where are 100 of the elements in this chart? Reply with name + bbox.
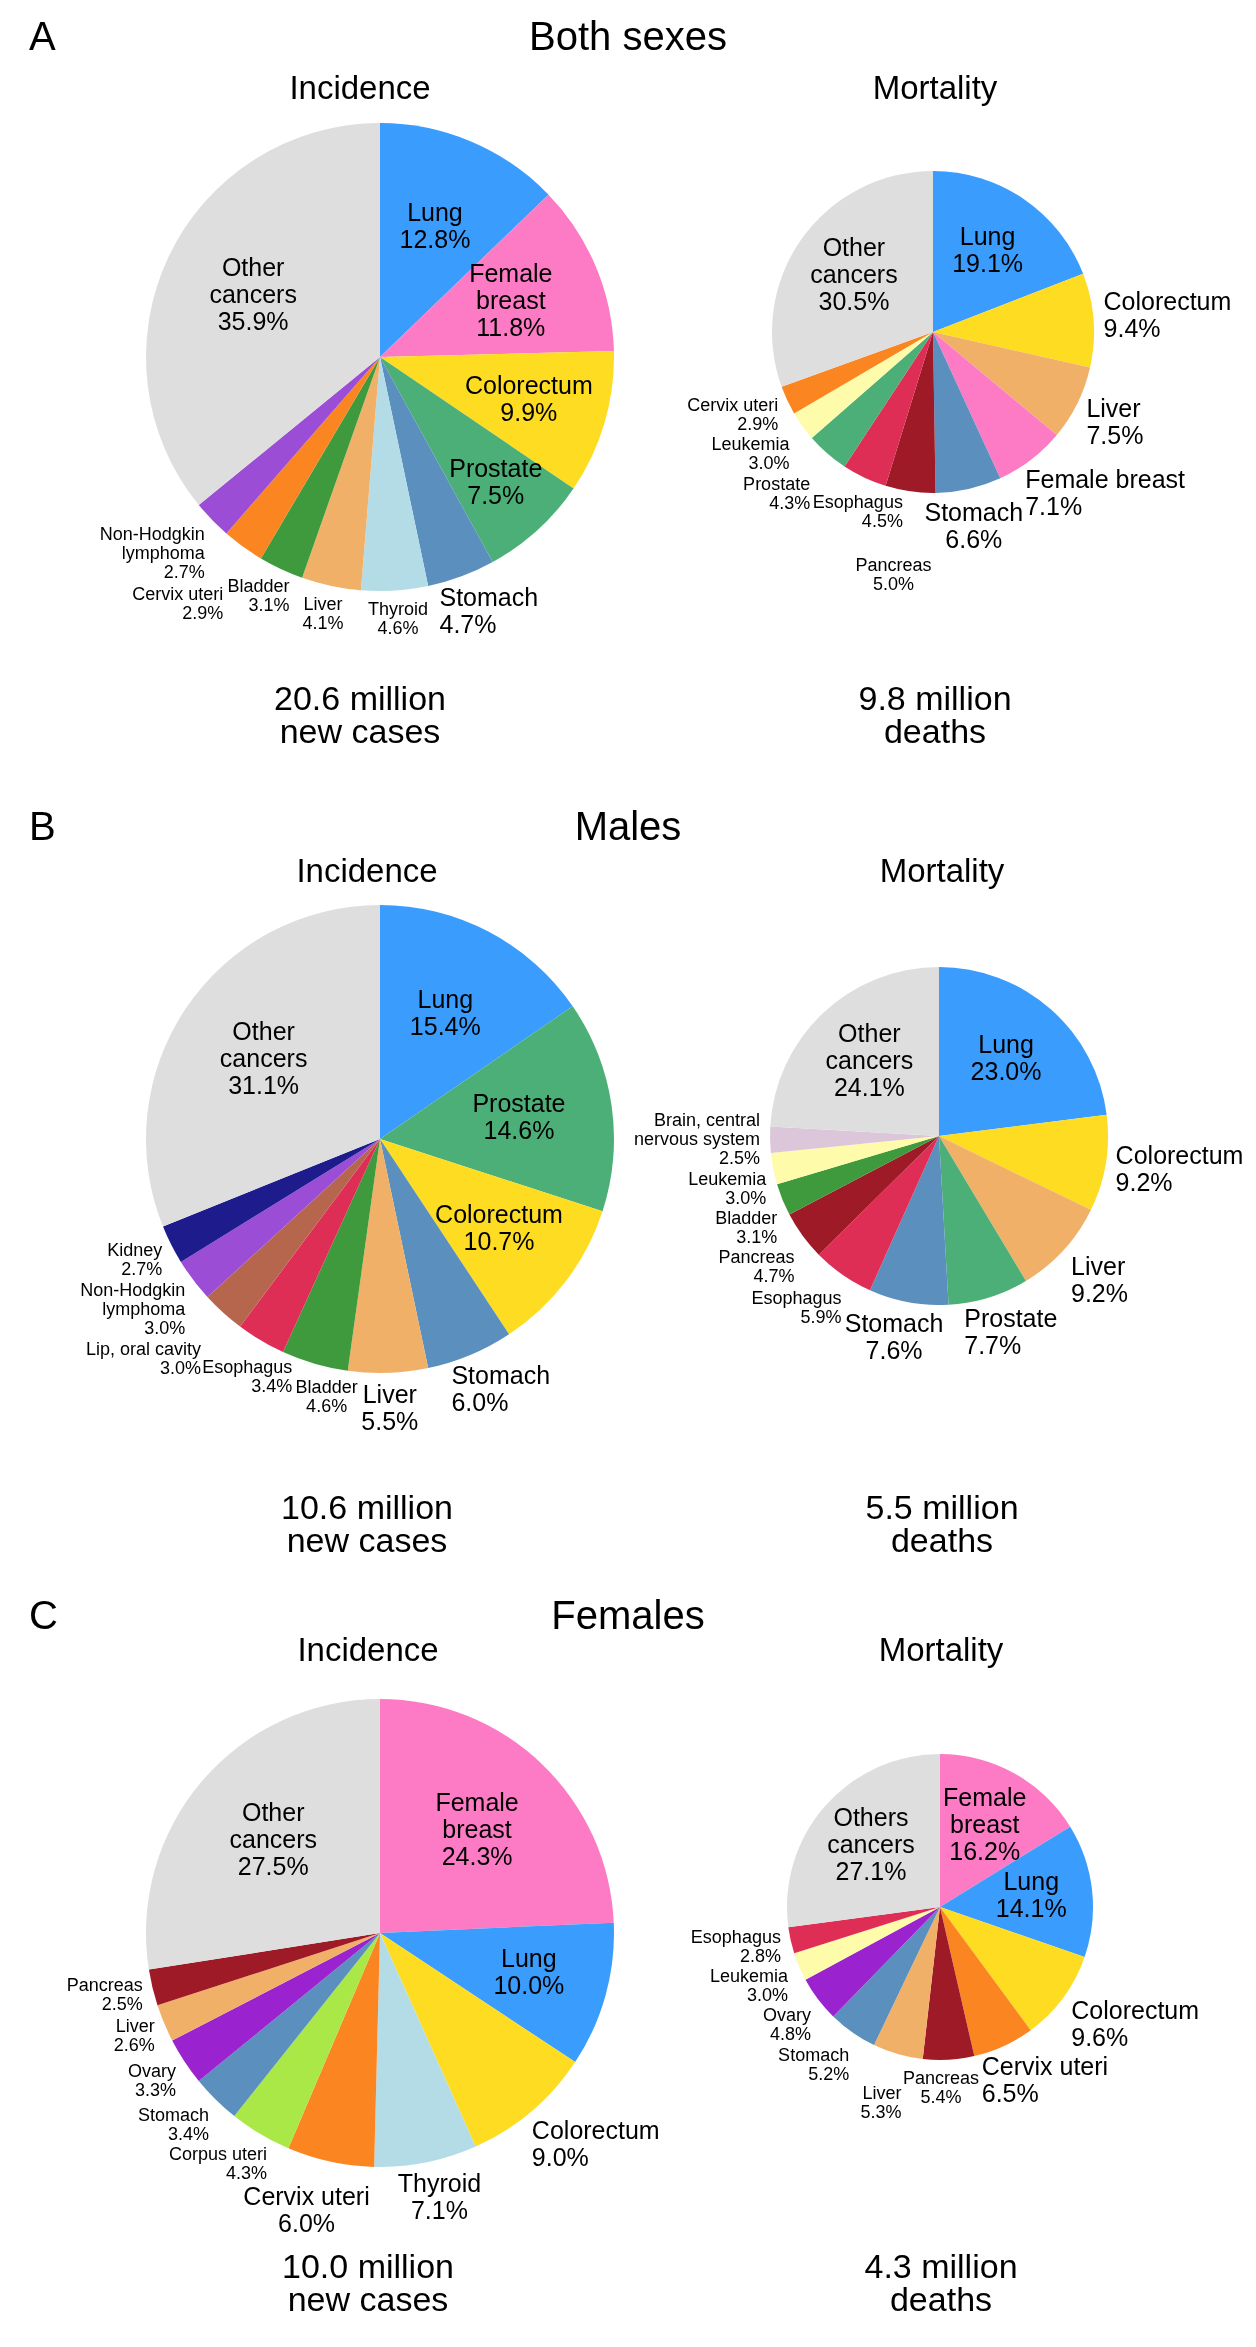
pie-slice bbox=[939, 967, 1107, 1136]
pie-slice bbox=[288, 1933, 380, 2167]
pie-slice bbox=[380, 1699, 614, 1933]
text: Females bbox=[551, 1592, 705, 1637]
pie-slice bbox=[933, 171, 1084, 332]
slice-label: Corpus uteri bbox=[168, 2144, 267, 2165]
data-label: 11.8% bbox=[476, 312, 546, 341]
slice-label: Esophagus bbox=[690, 1927, 781, 1948]
slice-label: Lip, oral cavity bbox=[86, 1338, 202, 1359]
slice-label: Thyroid bbox=[397, 2169, 482, 2198]
slice-label: Stomach bbox=[439, 582, 539, 611]
pie-slice bbox=[146, 123, 380, 506]
data-label: 7.5% bbox=[1086, 421, 1144, 450]
pie-slice bbox=[302, 357, 380, 591]
data-label: 9.9% bbox=[500, 397, 558, 426]
text: 20.6 million new cases bbox=[274, 679, 446, 751]
slice-label: Colorectum bbox=[1103, 286, 1232, 315]
slice-label: Lung bbox=[959, 222, 1016, 251]
text: 10.0 million new cases bbox=[282, 2247, 454, 2319]
text: A bbox=[29, 13, 56, 58]
pie-slice bbox=[873, 1907, 940, 2060]
pie-slice bbox=[148, 1933, 380, 2006]
slice-label: Ovary bbox=[763, 2005, 812, 2026]
pie-slice bbox=[794, 332, 933, 438]
pie-slice bbox=[157, 1933, 380, 2041]
data-label: 7.6% bbox=[865, 1336, 923, 1365]
pie-slice bbox=[781, 332, 933, 414]
slice-label: Pancreas bbox=[66, 1975, 143, 1996]
slice-label: Others cancers bbox=[827, 1803, 915, 1859]
pie-slice bbox=[380, 905, 573, 1139]
data-label: 3.0% bbox=[144, 1317, 186, 1338]
data-label: 4.7% bbox=[753, 1266, 795, 1287]
pie-slice bbox=[777, 1136, 939, 1215]
data-label: 3.4% bbox=[251, 1376, 293, 1397]
slice-label: Colorectum bbox=[531, 2116, 660, 2145]
text: Both sexes bbox=[529, 13, 727, 58]
text: 5.5 million deaths bbox=[865, 1488, 1019, 1560]
pie-slice bbox=[207, 1139, 380, 1327]
slice-label: Colorectum bbox=[464, 370, 593, 399]
data-label: 2.5% bbox=[719, 1148, 761, 1169]
data-label: 4.3% bbox=[225, 2163, 267, 2184]
pie-slice bbox=[788, 1907, 940, 1954]
slice-label: Liver bbox=[303, 593, 343, 614]
slice-label: Brain, central nervous system bbox=[634, 1110, 761, 1150]
pie-slice bbox=[844, 332, 933, 486]
data-label: 2.6% bbox=[113, 2035, 155, 2056]
slice-label: Female breast bbox=[435, 1788, 519, 1844]
slice-label: Cervix uteri bbox=[132, 583, 224, 604]
data-label: 10.0% bbox=[493, 1971, 565, 2000]
pie-slice bbox=[374, 1933, 476, 2167]
chart-title: Mortality bbox=[879, 851, 1005, 889]
slice-label: Pancreas bbox=[855, 554, 932, 575]
slice-label: Esophagus bbox=[751, 1287, 842, 1308]
data-label: 14.6% bbox=[483, 1115, 555, 1144]
slice-label: Thyroid bbox=[367, 598, 428, 619]
text: B bbox=[29, 803, 56, 848]
data-label: 3.0% bbox=[747, 1985, 789, 2006]
data-label: 5.3% bbox=[860, 2101, 902, 2122]
slice-label: Stomach bbox=[451, 1361, 551, 1390]
data-label: 27.1% bbox=[835, 1857, 907, 1886]
data-label: 4.1% bbox=[302, 612, 344, 633]
slice-label: Other cancers bbox=[219, 1016, 308, 1072]
slice-label: Other cancers bbox=[229, 1798, 318, 1854]
pie-slice bbox=[260, 357, 380, 578]
slice-label: Other cancers bbox=[810, 233, 898, 289]
slice-label: Bladder bbox=[227, 576, 290, 597]
data-label: 10.7% bbox=[463, 1226, 535, 1255]
slice-label: Liver bbox=[1086, 394, 1141, 423]
slice-label: Lung bbox=[417, 984, 474, 1013]
slice-label: Pancreas bbox=[718, 1247, 795, 1268]
slice-label: Esophagus bbox=[202, 1357, 293, 1378]
slice-label: Other cancers bbox=[209, 253, 297, 309]
slice-label: Prostate bbox=[472, 1088, 566, 1117]
slice-label: Non-Hodgkin lymphoma bbox=[80, 1279, 187, 1319]
pie-slice bbox=[347, 1139, 429, 1373]
pie-slice bbox=[939, 1136, 1026, 1305]
pie-slice bbox=[787, 1754, 940, 1928]
data-label: 31.1% bbox=[228, 1070, 300, 1099]
pie-slice bbox=[922, 1907, 975, 2060]
data-label: 35.9% bbox=[217, 307, 289, 336]
slice-label: Other cancers bbox=[825, 1018, 914, 1074]
slice-label: Cervix uteri bbox=[243, 2182, 370, 2211]
pie-slice bbox=[380, 1922, 614, 2063]
pie-slice bbox=[162, 1139, 380, 1262]
slice-label: Female breast bbox=[1025, 464, 1186, 493]
slice-label: Colorectum bbox=[435, 1199, 563, 1228]
data-label: 2.9% bbox=[182, 602, 224, 623]
data-label: 24.1% bbox=[833, 1072, 905, 1101]
pie-slice bbox=[933, 273, 1094, 368]
slice-label: Bladder bbox=[295, 1376, 358, 1397]
data-label: 4.7% bbox=[439, 609, 497, 638]
data-label: 5.2% bbox=[808, 2064, 850, 2085]
data-label: 2.7% bbox=[121, 1259, 163, 1280]
data-label: 30.5% bbox=[818, 287, 890, 316]
slice-label: Liver bbox=[362, 1379, 417, 1408]
text: 4.3 million deaths bbox=[864, 2247, 1018, 2319]
pie-slice bbox=[811, 332, 933, 467]
data-label: 9.2% bbox=[1115, 1168, 1173, 1197]
data-label: 2.8% bbox=[739, 1946, 781, 1967]
slice-label: Leukemia bbox=[711, 434, 791, 455]
